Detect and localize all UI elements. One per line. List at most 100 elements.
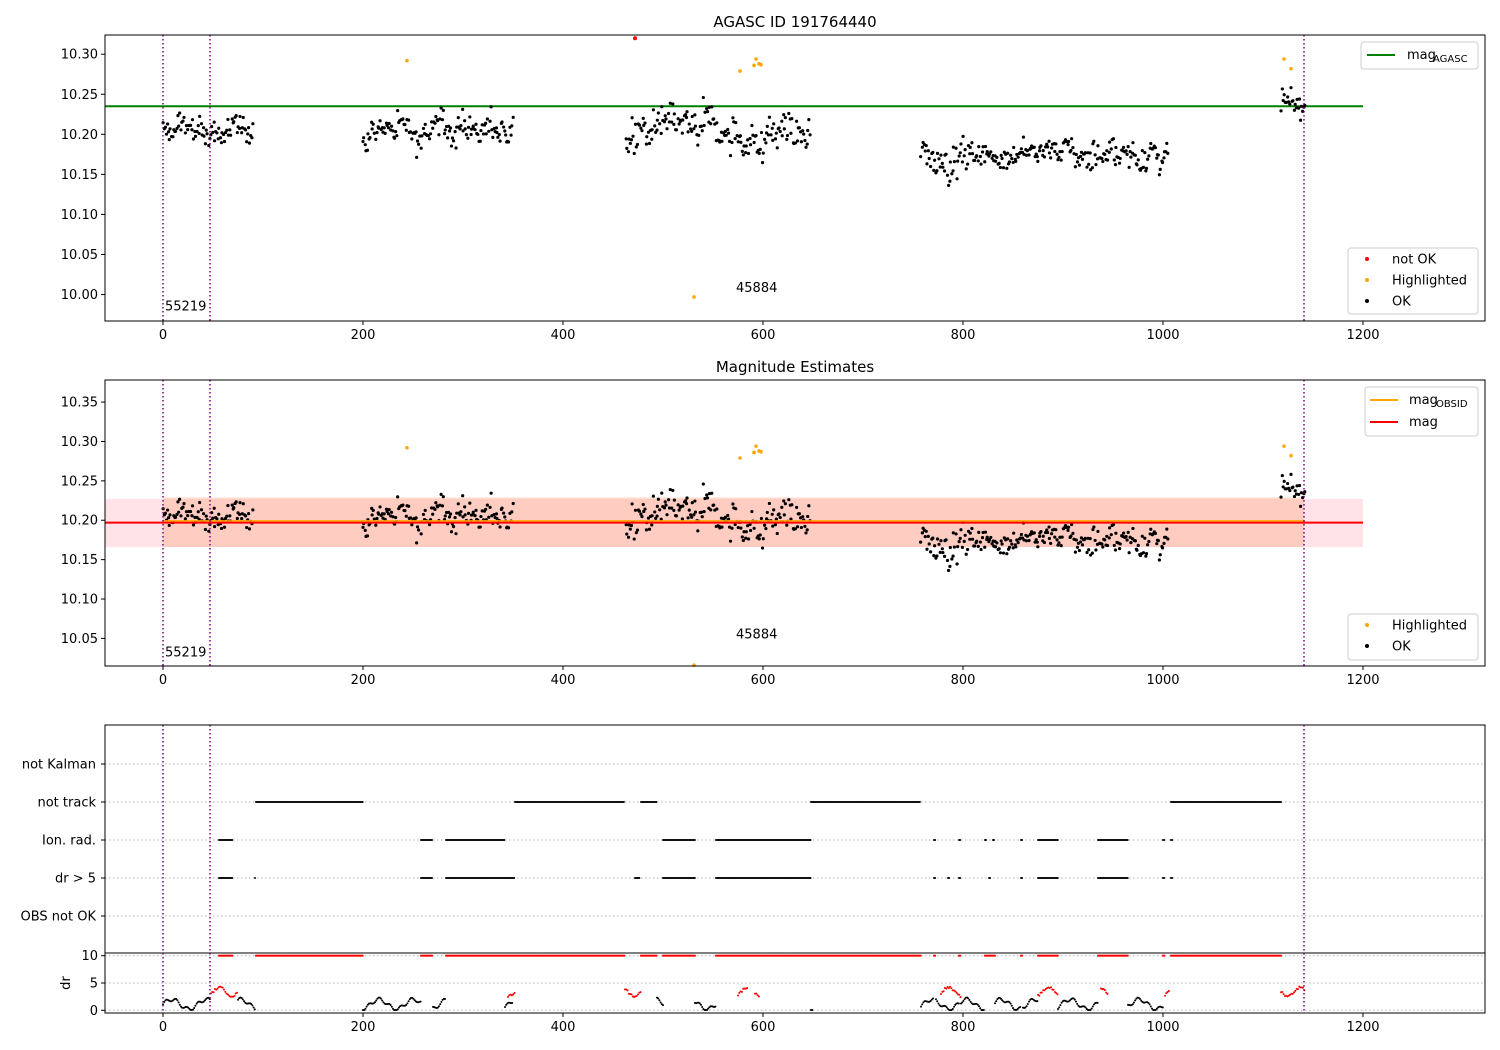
ok-point	[632, 151, 636, 156]
ok-point	[177, 124, 181, 128]
dr-ok-point	[968, 998, 971, 1001]
ok-point	[464, 133, 468, 137]
ok-point	[1144, 166, 1149, 170]
legend-marker-swatch	[1365, 257, 1369, 261]
dr-ok-point	[1134, 999, 1137, 1002]
ok-point	[198, 114, 202, 118]
ok-point	[1071, 531, 1075, 535]
ok-point	[246, 512, 251, 516]
ok-point	[690, 129, 694, 133]
ok-point	[407, 118, 411, 122]
ok-point	[666, 498, 671, 502]
dr-ok-point	[240, 996, 243, 999]
ok-point	[760, 161, 765, 165]
dr-ok-point	[961, 1001, 964, 1004]
ok-point	[639, 512, 643, 516]
ok-point	[441, 495, 445, 499]
ok-point	[238, 501, 242, 505]
ok-point	[955, 177, 959, 181]
legend-line-label: mag	[1409, 393, 1438, 408]
ok-point	[479, 514, 483, 519]
ok-point	[1141, 165, 1146, 169]
ok-point	[761, 537, 765, 541]
flag-point	[1280, 801, 1282, 803]
ok-point	[658, 122, 662, 126]
flag-point	[948, 877, 951, 879]
ok-point	[920, 531, 924, 535]
flag-point	[622, 801, 625, 803]
ok-point	[757, 151, 761, 155]
ok-point	[463, 127, 467, 131]
y-tick-label: 0	[90, 1004, 98, 1019]
ok-point	[1083, 536, 1087, 540]
ok-point	[954, 532, 958, 536]
ok-point	[181, 119, 185, 123]
dr-ok-point	[363, 1009, 366, 1011]
ok-point	[804, 145, 808, 149]
ok-point	[1094, 162, 1098, 167]
ok-point	[964, 167, 968, 171]
ok-point	[653, 510, 657, 514]
ok-point	[469, 132, 473, 137]
ok-point	[941, 165, 945, 169]
ok-point	[416, 142, 421, 146]
dr-ok-point	[193, 1006, 196, 1009]
flag-point	[231, 839, 234, 841]
dr-ok-point	[1000, 997, 1002, 1000]
dr-ok-point	[178, 1003, 181, 1006]
legend-marker-swatch	[1365, 644, 1369, 648]
ok-point	[1288, 102, 1292, 106]
ok-point	[1011, 546, 1015, 550]
ok-point	[655, 118, 659, 122]
ok-point	[790, 116, 794, 121]
ok-point	[942, 169, 947, 173]
dr-ok-point	[374, 1001, 376, 1004]
ok-point	[396, 495, 400, 499]
ok-point	[190, 514, 194, 518]
ok-point	[937, 542, 941, 546]
ok-point	[806, 514, 810, 519]
ok-point	[203, 527, 208, 532]
ok-point	[1125, 152, 1129, 156]
ok-point	[1135, 548, 1139, 552]
ok-point	[1042, 540, 1047, 545]
ok-point	[979, 162, 983, 166]
ok-point	[205, 132, 209, 136]
dr-ok-point	[1075, 1000, 1077, 1003]
ok-point	[687, 122, 691, 126]
ok-point	[758, 147, 762, 151]
ok-point	[942, 554, 947, 558]
ok-point	[962, 154, 966, 158]
ok-point	[983, 144, 988, 149]
dr-ok-point	[929, 999, 932, 1002]
ok-point	[681, 118, 685, 122]
ok-point	[485, 117, 489, 121]
ok-point	[935, 554, 939, 558]
ok-point	[461, 515, 465, 519]
dr-ok-point	[253, 1008, 256, 1011]
ok-point	[1282, 93, 1286, 97]
ok-point	[671, 102, 675, 106]
ok-point	[919, 155, 923, 159]
ok-point	[1157, 173, 1162, 177]
ok-point	[251, 508, 255, 512]
ok-point	[468, 501, 472, 505]
ok-point	[744, 530, 748, 534]
ok-point	[733, 522, 737, 527]
ok-point	[456, 116, 460, 120]
ok-point	[1049, 541, 1053, 545]
dr-ok-point	[1012, 1006, 1014, 1009]
ok-point	[663, 114, 667, 118]
ok-point	[1297, 106, 1301, 110]
ok-point	[981, 145, 985, 149]
ok-point	[1035, 540, 1039, 544]
ok-point	[701, 95, 705, 100]
ok-point	[478, 525, 482, 529]
ok-point	[241, 502, 245, 506]
ok-point	[1289, 472, 1293, 476]
ok-point	[1073, 165, 1077, 169]
legend-markers-box	[1347, 247, 1479, 315]
dr-not-ok-point	[940, 992, 942, 995]
ok-point	[421, 126, 426, 131]
ok-point	[230, 117, 234, 121]
